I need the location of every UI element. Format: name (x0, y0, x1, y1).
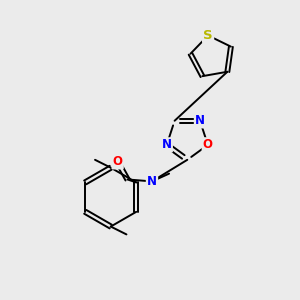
Text: O: O (112, 155, 123, 168)
Text: N: N (162, 138, 172, 152)
Text: O: O (203, 138, 213, 152)
Text: N: N (147, 175, 157, 188)
Text: N: N (195, 114, 205, 127)
Text: S: S (203, 29, 213, 42)
